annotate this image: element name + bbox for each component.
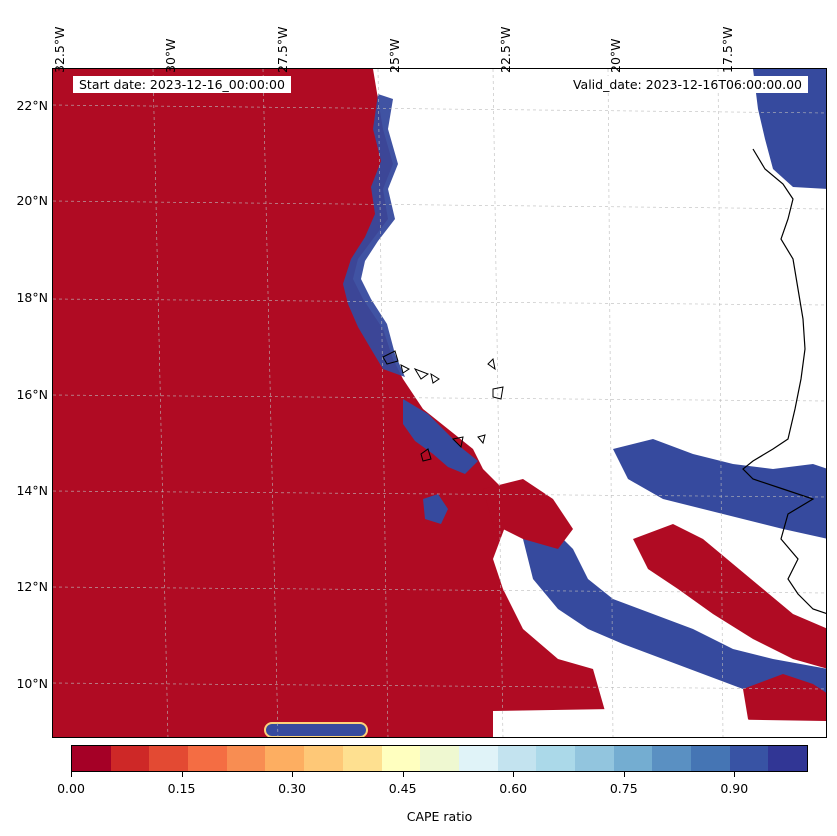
- colorbar-segment: [304, 746, 343, 771]
- colorbar-tick: [734, 772, 736, 777]
- high-cape-patch-east: [613, 439, 826, 539]
- lon-label: 32.5°W: [52, 26, 67, 73]
- colorbar-tick-label: 0.15: [167, 781, 196, 796]
- colorbar-segment: [652, 746, 691, 771]
- high-cape-patch-southwest: [423, 494, 448, 524]
- no-data-strip-south: [493, 709, 826, 737]
- colorbar-segment: [226, 746, 266, 771]
- lon-label: 17.5°W: [720, 26, 735, 73]
- colorbar-segment: [574, 746, 614, 771]
- cape-verde-islands: [382, 350, 504, 462]
- valid-date-label: Valid_date: 2023-12-16T06:00:00.00: [566, 76, 808, 93]
- lat-label: 10°N: [16, 676, 48, 691]
- colorbar-segment: [768, 746, 808, 771]
- colorbar-segment: [691, 746, 730, 771]
- colorbar-tick-label: 0.45: [388, 781, 417, 796]
- lon-label: 30°W: [163, 38, 178, 73]
- colorbar-tick: [623, 772, 625, 777]
- colorbar-tick-label: 0.75: [609, 781, 638, 796]
- africa-coastline: [742, 148, 826, 614]
- colorbar-tick: [292, 772, 294, 777]
- colorbar-tick: [181, 772, 183, 777]
- colorbar-segment: [458, 746, 498, 771]
- colorbar-tick: [71, 772, 72, 777]
- lon-label: 27.5°W: [275, 26, 290, 73]
- colorbar-segment: [536, 746, 575, 771]
- colorbar-segment: [110, 746, 150, 771]
- graticule: [53, 69, 826, 737]
- lon-label: 22.5°W: [498, 26, 513, 73]
- cape-ratio-field: [53, 69, 826, 737]
- high-cape-patch-south: [523, 529, 826, 709]
- colorbar-tick-label: 0.30: [278, 781, 307, 796]
- colorbar-tick-label: 0.90: [720, 781, 749, 796]
- lat-label: 12°N: [16, 579, 48, 594]
- colorbar-tick: [513, 772, 515, 777]
- colorbar-segment: [613, 746, 653, 771]
- colorbar-segment: [72, 746, 111, 771]
- lat-label: 18°N: [16, 290, 48, 305]
- colorbar: [71, 745, 808, 772]
- colorbar-segment: [265, 746, 305, 771]
- map-panel: [52, 68, 827, 738]
- start-date-label: Start date: 2023-12-16_00:00:00: [73, 76, 291, 93]
- colorbar-segment: [497, 746, 537, 771]
- lon-label: 20°W: [608, 38, 623, 73]
- low-cape-patch-southeast: [633, 524, 826, 669]
- colorbar-tick: [402, 772, 404, 777]
- colorbar-tick-label: 0.00: [57, 781, 85, 796]
- lat-label: 22°N: [16, 98, 48, 113]
- high-cape-band-north: [343, 94, 405, 377]
- colorbar-segment: [381, 746, 421, 771]
- colorbar-segment: [149, 746, 189, 771]
- lon-label: 25°W: [387, 38, 402, 73]
- high-cape-band-central: [403, 399, 478, 474]
- high-cape-patch-northeast: [753, 69, 826, 189]
- colorbar-title: CAPE ratio: [406, 809, 473, 824]
- lat-label: 20°N: [16, 193, 48, 208]
- colorbar-tick-label: 0.60: [499, 781, 528, 796]
- lat-label: 14°N: [16, 483, 48, 498]
- colorbar-segment: [420, 746, 459, 771]
- high-cape-bar-south: [264, 722, 368, 737]
- colorbar-segment: [729, 746, 769, 771]
- colorbar-segment: [188, 746, 227, 771]
- lat-label: 16°N: [16, 387, 48, 402]
- colorbar-segment: [342, 746, 382, 771]
- low-cape-patch-east: [483, 479, 573, 549]
